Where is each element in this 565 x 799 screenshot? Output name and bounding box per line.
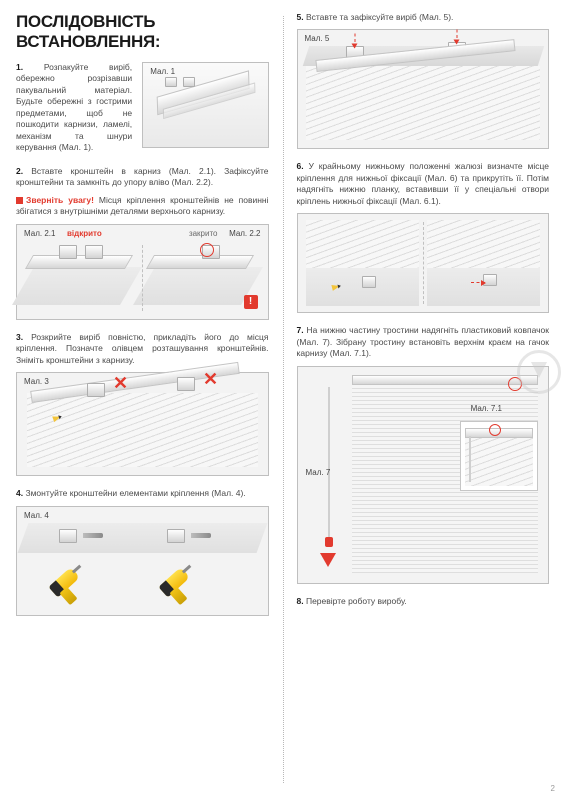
step-6-num: 6. bbox=[297, 161, 304, 171]
step-1-text: 1. Розпакуйте виріб, обережно розрізавши… bbox=[16, 62, 132, 154]
step-3-body: Розкрийте виріб повністю, прикладіть йог… bbox=[16, 332, 269, 365]
blinds-icon bbox=[427, 220, 540, 268]
warning-icon: ! bbox=[244, 295, 258, 309]
rail-icon bbox=[25, 255, 133, 269]
wall-icon bbox=[18, 523, 267, 553]
figure-7: Мал. 7 Мал. 7.1 bbox=[297, 366, 550, 584]
drill-icon bbox=[151, 558, 206, 613]
split-divider bbox=[423, 222, 424, 304]
x-mark-icon: ✕ bbox=[203, 369, 218, 390]
cap-icon bbox=[325, 537, 333, 547]
figure-5: Мал. 5 bbox=[297, 29, 550, 149]
step-7-num: 7. bbox=[297, 325, 304, 335]
attention-icon bbox=[16, 197, 23, 204]
wand-icon bbox=[328, 387, 330, 537]
step-2-body: Вставте кронштейн в карниз (Мал. 2.1). З… bbox=[16, 166, 269, 187]
x-mark-icon: ✕ bbox=[113, 373, 128, 394]
page-title: ПОСЛІДОВНІСТЬ ВСТАНОВЛЕННЯ: bbox=[16, 12, 269, 52]
step-2-attention: Зверніть увагу! Місця кріплення кронштей… bbox=[16, 195, 269, 218]
blinds-icon bbox=[465, 438, 533, 486]
blinds-icon bbox=[306, 66, 541, 140]
step-5-num: 5. bbox=[297, 12, 304, 22]
screw-icon bbox=[191, 533, 211, 538]
figure-6-split: Мал. 6 Мал. 6.1 bbox=[302, 218, 545, 308]
wall-icon bbox=[12, 267, 142, 305]
bracket-icon bbox=[167, 529, 185, 543]
blinds-icon bbox=[306, 220, 419, 268]
wand-icon bbox=[469, 436, 471, 482]
figure-5-label: Мал. 5 bbox=[303, 33, 332, 44]
step-3-text: 3. Розкрийте виріб повністю, прикладіть … bbox=[16, 332, 269, 366]
figure-6: Мал. 6 Мал. 6.1 bbox=[297, 213, 550, 313]
figure-2-2-label: Мал. 2.2 bbox=[227, 228, 262, 239]
rail-icon bbox=[146, 255, 254, 269]
figure-2-open-label: відкрито bbox=[65, 228, 104, 239]
cap-arrow-icon bbox=[320, 553, 336, 567]
figure-2-right: ! bbox=[142, 241, 263, 315]
bracket-icon bbox=[362, 276, 376, 288]
right-column: 5. Вставте та зафіксуйте виріб (Мал. 5).… bbox=[283, 0, 565, 799]
step-7-body: На нижню частину тростини надягніть плас… bbox=[297, 325, 550, 358]
step-5-text: 5. Вставте та зафіксуйте виріб (Мал. 5). bbox=[297, 12, 550, 23]
page: ПОСЛІДОВНІСТЬ ВСТАНОВЛЕННЯ: 1. Розпакуйт… bbox=[0, 0, 565, 799]
step-5-body: Вставте та зафіксуйте виріб (Мал. 5). bbox=[304, 12, 454, 22]
page-number: 2 bbox=[551, 784, 555, 793]
highlight-ring-icon bbox=[200, 243, 214, 257]
arrow-icon bbox=[354, 34, 355, 48]
bracket-icon bbox=[59, 245, 77, 259]
part-icon bbox=[165, 77, 177, 87]
step-8-text: 8. Перевірте роботу виробу. bbox=[297, 596, 550, 607]
attention-label: Зверніть увагу! bbox=[26, 195, 94, 205]
step-6-text: 6. У крайньому нижньому положенні жалюзі… bbox=[297, 161, 550, 207]
drill-icon bbox=[41, 558, 96, 613]
screw-icon bbox=[83, 533, 103, 538]
figure-2-1-label: Мал. 2.1 bbox=[22, 228, 57, 239]
figure-2-closed-label: закрито bbox=[187, 228, 220, 239]
figure-2: Мал. 2.1 відкрито закрито Мал. 2.2 ! bbox=[16, 224, 269, 320]
figure-3: Мал. 3 ✕ ✕ bbox=[16, 372, 269, 476]
figure-2-split: ! bbox=[21, 241, 264, 315]
step-1-body: Розпакуйте виріб, обережно розрізавши па… bbox=[16, 62, 132, 152]
left-column: ПОСЛІДОВНІСТЬ ВСТАНОВЛЕННЯ: 1. Розпакуйт… bbox=[0, 0, 283, 799]
figure-7-label: Мал. 7 bbox=[304, 467, 333, 478]
figure-1: Мал. 1 bbox=[142, 62, 268, 148]
figure-1-label: Мал. 1 bbox=[148, 66, 177, 77]
figure-7-inset bbox=[460, 421, 538, 491]
step-7-text: 7. На нижню частину тростини надягніть п… bbox=[297, 325, 550, 359]
watermark-icon bbox=[517, 350, 561, 394]
figure-4: Мал. 4 bbox=[16, 506, 269, 616]
blinds-icon bbox=[27, 393, 258, 467]
bracket-icon bbox=[87, 383, 105, 397]
figure-6-left: Мал. 6 bbox=[302, 218, 423, 308]
figure-7-1-label: Мал. 7.1 bbox=[469, 403, 504, 414]
step-4-body: Змонтуйте кронштейни елементами кріпленн… bbox=[23, 488, 246, 498]
step-4-text: 4. Змонтуйте кронштейни елементами кріпл… bbox=[16, 488, 269, 499]
split-divider bbox=[142, 245, 143, 311]
figure-6-right: Мал. 6.1 bbox=[423, 218, 544, 308]
figure-3-label: Мал. 3 bbox=[22, 376, 51, 387]
bracket-icon bbox=[85, 245, 103, 259]
arrow-icon bbox=[456, 30, 457, 44]
step-6-body: У крайньому нижньому положенні жалюзі ви… bbox=[297, 161, 550, 205]
figure-4-label: Мал. 4 bbox=[22, 510, 51, 521]
step-2-text: 2. Вставте кронштейн в карниз (Мал. 2.1)… bbox=[16, 166, 269, 189]
figure-2-left bbox=[21, 241, 142, 315]
step-8-body: Перевірте роботу виробу. bbox=[304, 596, 407, 606]
highlight-ring-icon bbox=[489, 424, 501, 436]
bracket-icon bbox=[59, 529, 77, 543]
bracket-icon bbox=[177, 377, 195, 391]
part-icon bbox=[183, 77, 195, 87]
arrow-icon bbox=[471, 282, 485, 283]
step-1: 1. Розпакуйте виріб, обережно розрізавши… bbox=[16, 62, 269, 154]
step-8-num: 8. bbox=[297, 596, 304, 606]
